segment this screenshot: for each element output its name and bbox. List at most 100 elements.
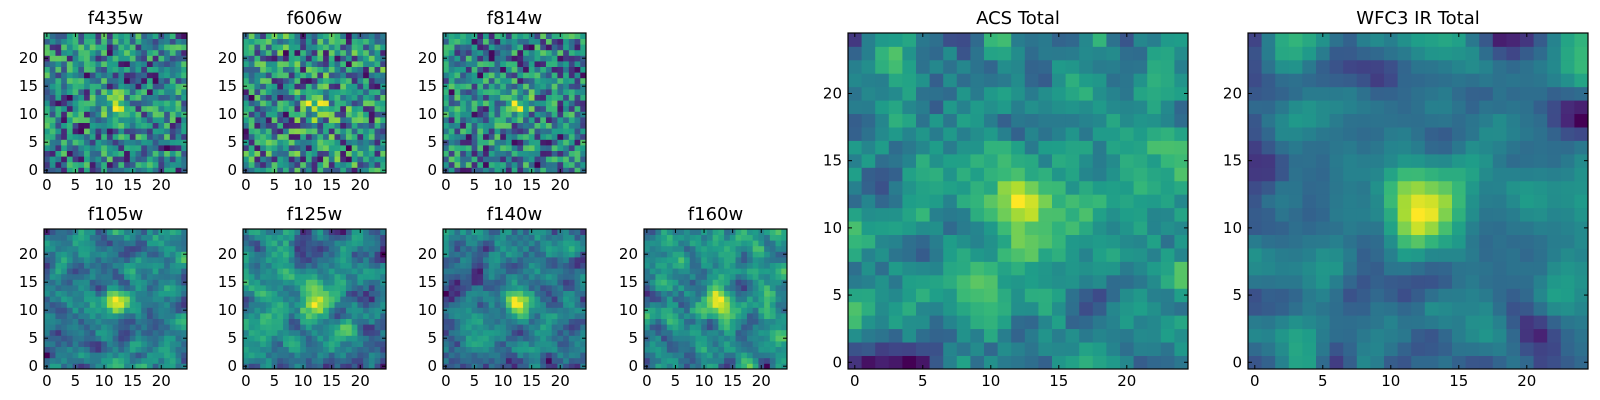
heatmap-cell [545,301,553,308]
heatmap-cell [363,117,370,123]
heatmap-cell [666,290,673,297]
heatmap-cell [164,245,171,252]
heatmap-cell [483,357,490,364]
heatmap-cell [317,128,324,135]
heatmap-cell [563,111,570,118]
heatmap-cell [260,234,267,241]
heatmap-cell [124,285,131,291]
heatmap-cell [477,156,484,163]
heatmap-cell [260,273,267,280]
heatmap-cell [448,167,455,174]
heatmap-cell [288,55,295,62]
heatmap-cell [169,38,176,45]
heatmap-cell [357,156,364,163]
heatmap-cell [146,61,154,67]
heatmap-cell [712,324,719,331]
heatmap-cell [746,335,754,342]
heatmap-cell [368,251,375,258]
heatmap-cell [477,318,484,325]
heatmap-cell [334,290,341,297]
x-tick-label: 15 [522,372,541,390]
heatmap-cell [483,234,490,241]
heatmap-cell [1147,221,1162,235]
heatmap-cell [106,94,114,101]
heatmap-cell [574,313,581,319]
heatmap-cell [374,38,381,45]
heatmap-cell [488,83,495,90]
heatmap-cell [534,55,541,62]
heatmap-cell [494,363,501,370]
heatmap-cell [169,83,176,90]
heatmap-cell [101,150,108,157]
heatmap-cell [106,111,114,118]
heatmap-cell [300,61,307,67]
heatmap-cell [574,229,581,235]
heatmap-cell [545,161,553,168]
heatmap-cell [84,307,91,314]
heatmap-cell [363,290,370,297]
heatmap-cell [523,122,530,129]
heatmap-cell [89,273,96,280]
heatmap-cell [152,83,159,90]
heatmap-cell [351,357,358,364]
heatmap-cell [363,324,370,331]
heatmap-cell [305,234,313,241]
heatmap-cell [323,296,330,303]
heatmap-cell [505,72,513,79]
heatmap-cell [380,100,387,107]
heatmap-cell [678,262,685,269]
heatmap-cell [580,285,587,291]
heatmap-cell [534,229,541,235]
heatmap-cell [243,240,250,247]
heatmap-cell [374,89,381,95]
heatmap-cell [655,307,662,314]
heatmap-cell [288,357,295,364]
heatmap-cell [175,313,182,319]
heatmap-cell [380,301,387,308]
heatmap-cell [861,207,876,222]
heatmap-cell [311,257,318,263]
heatmap-cell [311,89,318,95]
heatmap-cell [78,324,85,331]
heatmap-cell [112,122,119,129]
heatmap-cell [351,257,358,263]
heatmap-cell [916,301,930,316]
heatmap-cell [752,341,759,347]
heatmap-cell [540,313,547,319]
heatmap-cell [158,105,165,112]
heatmap-cell [380,61,387,67]
heatmap-cell [283,313,290,319]
heatmap-cell [644,268,651,275]
heatmap-cell [1092,342,1107,356]
heatmap-cell [181,150,188,157]
heatmap-cell [260,240,267,247]
heatmap-cell [374,111,381,118]
heatmap-cell [483,240,490,247]
heatmap-cell [477,167,484,174]
x-tick-label: 5 [270,372,280,390]
heatmap-cell [44,150,51,157]
heatmap-cell [735,273,742,280]
heatmap-cell [848,328,862,343]
heatmap-cell [340,33,347,39]
heatmap-cell [146,290,154,297]
heatmap-cell [517,245,524,252]
heatmap-cell [758,268,765,275]
heatmap-cell [300,307,307,314]
heatmap-cell [61,301,68,308]
heatmap-cell [1024,234,1039,249]
heatmap-cell [540,290,547,297]
heatmap-cell [712,229,719,235]
heatmap-cell [340,100,347,107]
heatmap-cell [1092,180,1107,195]
heatmap-cell [943,207,958,222]
heatmap-cell [340,357,347,364]
heatmap-cell [61,279,68,286]
heatmap-cell [861,153,876,168]
heatmap-cell [254,307,261,314]
heatmap-cell [141,33,148,39]
heatmap-cell [684,318,691,325]
heatmap-cell [505,245,513,252]
heatmap-cell [61,150,68,157]
heatmap-cell [545,290,553,297]
